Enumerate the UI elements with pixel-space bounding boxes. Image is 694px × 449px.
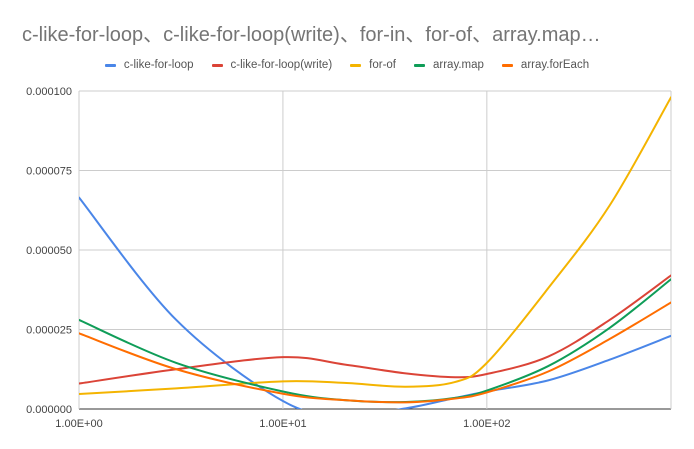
series-line-array-foreach bbox=[79, 301, 671, 404]
legend-swatch bbox=[211, 63, 223, 67]
x-tick-label: 1.00E+01 bbox=[259, 418, 306, 430]
legend-label: for-of bbox=[369, 59, 396, 71]
legend-item-c-like-for-loop-write[interactable]: c-like-for-loop(write) bbox=[211, 59, 333, 71]
legend-item-array-map[interactable]: array.map bbox=[414, 59, 484, 71]
series-line-for-of bbox=[79, 96, 671, 396]
y-tick-label: 0.000000 bbox=[26, 404, 72, 416]
series-group bbox=[79, 96, 671, 409]
legend-label: c-like-for-loop(write) bbox=[230, 59, 333, 71]
legend-label: array.forEach bbox=[520, 59, 590, 71]
legend-swatch bbox=[350, 63, 362, 67]
series-line-array-map bbox=[79, 278, 671, 404]
series-line-c-like-for-loop-write bbox=[79, 274, 671, 385]
x-tick-label: 1.00E+02 bbox=[463, 418, 510, 430]
y-tick-label: 0.000050 bbox=[26, 245, 72, 257]
legend-item-array-foreach[interactable]: array.forEach bbox=[501, 59, 590, 71]
y-tick-label: 0.000100 bbox=[26, 86, 72, 98]
legend-label: array.map bbox=[433, 59, 484, 71]
legend-label: c-like-for-loop bbox=[123, 59, 194, 71]
y-tick-label: 0.000075 bbox=[26, 166, 72, 178]
legend-swatch bbox=[501, 63, 513, 67]
legend-swatch bbox=[104, 63, 116, 67]
series-line-c-like-for-loop bbox=[79, 196, 671, 409]
legend-swatch bbox=[414, 63, 425, 67]
y-tick-label: 0.000025 bbox=[26, 325, 72, 337]
legend-item-c-like-for-loop[interactable]: c-like-for-loop bbox=[104, 59, 194, 71]
legend-item-for-of[interactable]: for-of bbox=[350, 59, 396, 71]
chart-title: c-like-for-loop、c-like-for-loop(write)、f… bbox=[22, 24, 601, 46]
legend: c-like-for-loop c-like-for-loop(write) f… bbox=[0, 56, 694, 74]
x-tick-label: 1.00E+00 bbox=[55, 418, 102, 430]
